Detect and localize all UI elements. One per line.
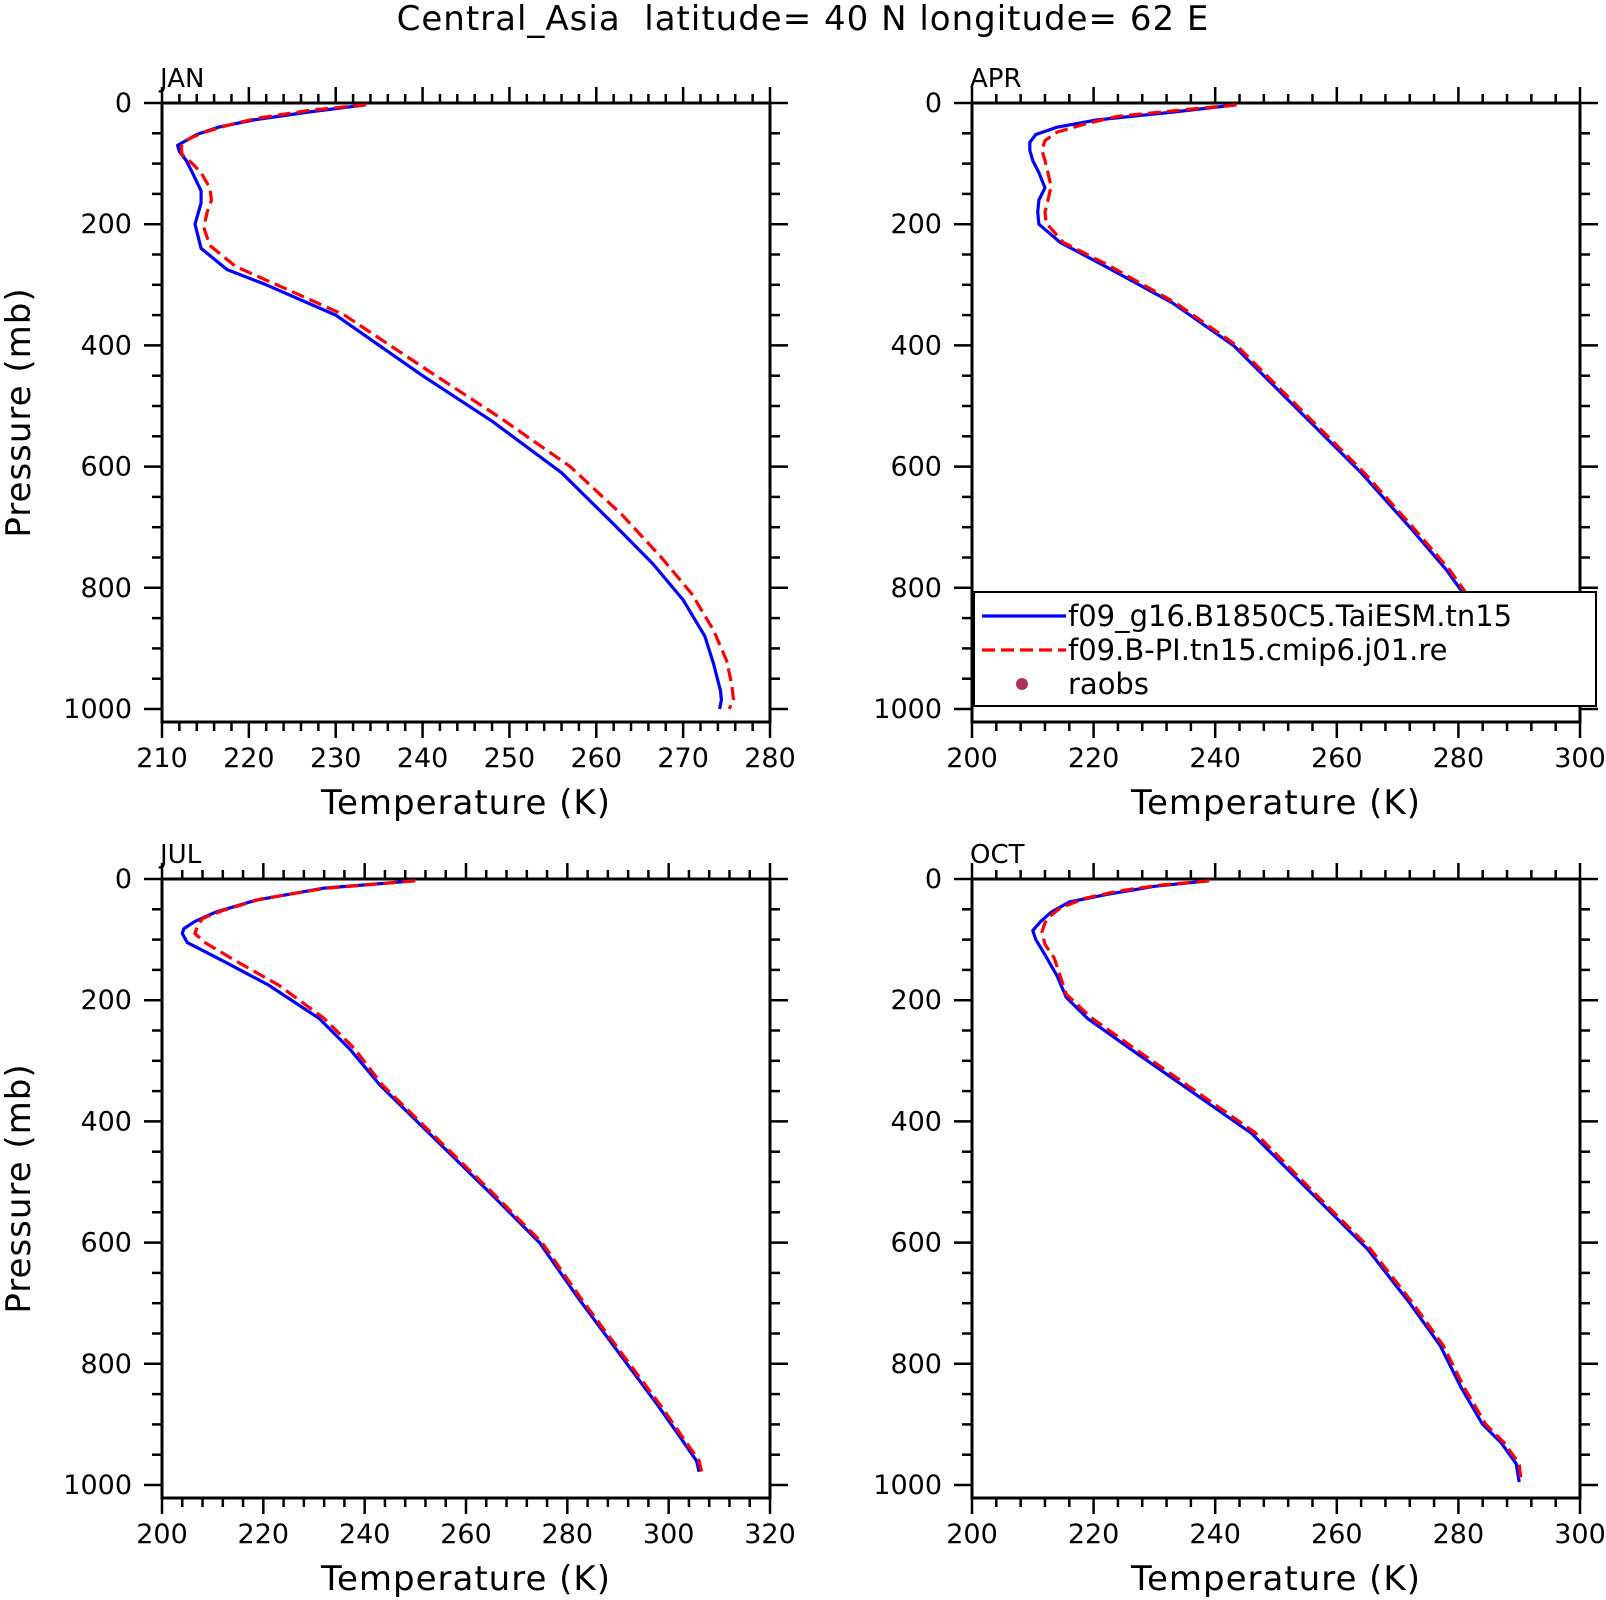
y-tick-label: 600 <box>890 1228 942 1259</box>
y-tick-label: 600 <box>80 452 132 483</box>
x-tick-label: 220 <box>1068 1519 1120 1550</box>
x-tick-label: 240 <box>339 1519 391 1550</box>
y-tick-label: 200 <box>890 985 942 1016</box>
plot-frame <box>970 101 1582 724</box>
plot-frame <box>160 101 772 724</box>
x-axis-title: Temperature (K) <box>320 1559 611 1599</box>
y-tick-label: 400 <box>890 330 942 361</box>
x-tick-label: 220 <box>223 743 275 774</box>
x-tick-label: 300 <box>1554 1519 1606 1550</box>
legend-label: f09.B-PI.tn15.cmip6.j01.re <box>1068 633 1447 667</box>
y-tick-label: 0 <box>115 88 132 119</box>
series-line-solid-blue <box>1031 879 1521 1483</box>
x-axis-title: Temperature (K) <box>1130 783 1421 823</box>
x-tick-label: 280 <box>1433 743 1485 774</box>
y-tick-label: 400 <box>80 330 132 361</box>
y-tick-label: 0 <box>925 88 942 119</box>
y-tick-label: 0 <box>115 864 132 895</box>
x-tick-label: 300 <box>1554 743 1606 774</box>
plot-frame <box>970 877 1582 1500</box>
series-line-dashed-red <box>193 879 704 1473</box>
x-tick-label: 210 <box>136 743 188 774</box>
y-tick-label: 400 <box>80 1106 132 1137</box>
x-tick-label: 270 <box>657 743 709 774</box>
y-tick-label: 200 <box>890 209 942 240</box>
x-tick-label: 280 <box>1433 1519 1485 1550</box>
x-tick-label: 260 <box>571 743 623 774</box>
y-tick-label: 200 <box>80 209 132 240</box>
y-tick-label: 600 <box>80 1228 132 1259</box>
legend-marker <box>1016 678 1028 690</box>
x-tick-label: 280 <box>542 1519 594 1550</box>
legend-label: raobs <box>1068 667 1149 701</box>
panel-label: JUL <box>158 840 202 870</box>
y-tick-label: 800 <box>80 573 132 604</box>
x-tick-label: 260 <box>440 1519 492 1550</box>
x-tick-label: 240 <box>1189 1519 1241 1550</box>
series-line-solid-blue <box>176 103 724 710</box>
x-axis-title: Temperature (K) <box>1130 1559 1421 1599</box>
series-line-dashed-red <box>1040 879 1523 1481</box>
panel-label: APR <box>970 64 1022 94</box>
x-tick-label: 230 <box>310 743 362 774</box>
y-tick-label: 800 <box>890 1349 942 1380</box>
x-tick-label: 240 <box>1189 743 1241 774</box>
x-tick-label: 240 <box>397 743 449 774</box>
y-tick-label: 1000 <box>873 694 942 725</box>
y-tick-label: 0 <box>925 864 942 895</box>
x-tick-label: 250 <box>484 743 536 774</box>
legend-box <box>973 591 1597 707</box>
x-tick-label: 320 <box>744 1519 796 1550</box>
x-tick-label: 200 <box>136 1519 188 1550</box>
y-tick-label: 1000 <box>63 694 132 725</box>
x-tick-label: 260 <box>1311 1519 1363 1550</box>
x-tick-label: 200 <box>946 1519 998 1550</box>
legend: f09_g16.B1850C5.TaiESM.tn15f09.B-PI.tn15… <box>973 591 1597 707</box>
figure-title: Central_Asia latitude= 40 N longitude= 6… <box>397 0 1210 39</box>
y-tick-label: 1000 <box>63 1470 132 1501</box>
x-tick-label: 280 <box>744 743 796 774</box>
y-tick-label: 200 <box>80 985 132 1016</box>
x-tick-label: 220 <box>1068 743 1120 774</box>
y-tick-label: 600 <box>890 452 942 483</box>
x-tick-label: 200 <box>946 743 998 774</box>
series-line-solid-blue <box>180 879 701 1473</box>
panel-label: JAN <box>158 64 204 94</box>
y-tick-label: 800 <box>80 1349 132 1380</box>
y-tick-label: 400 <box>890 1106 942 1137</box>
x-tick-label: 260 <box>1311 743 1363 774</box>
x-tick-label: 220 <box>238 1519 290 1550</box>
y-tick-label: 800 <box>890 573 942 604</box>
series-line-dashed-red <box>179 103 736 710</box>
x-tick-label: 300 <box>643 1519 695 1550</box>
y-tick-label: 1000 <box>873 1470 942 1501</box>
y-axis-title: Pressure (mb) <box>0 287 39 537</box>
panel-label: OCT <box>970 840 1025 870</box>
legend-label: f09_g16.B1850C5.TaiESM.tn15 <box>1068 599 1512 633</box>
y-axis-title: Pressure (mb) <box>0 1063 39 1313</box>
x-axis-title: Temperature (K) <box>320 783 611 823</box>
